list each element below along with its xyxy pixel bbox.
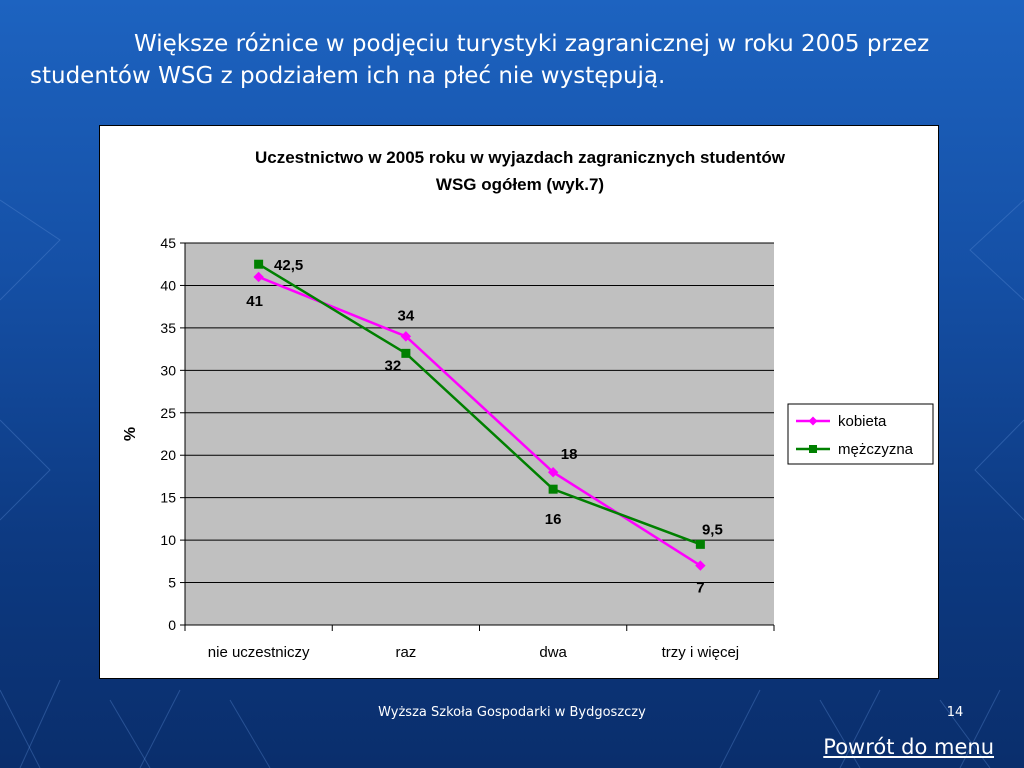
data-label-kobieta: 41 [246,293,263,310]
slide-headline: Większe różnice w podjęciu turystyki zag… [30,31,930,89]
x-tick-label: raz [395,644,416,661]
data-point-kobieta [400,331,412,342]
y-tick-label: 35 [160,320,176,336]
data-point-mezczyzna [401,348,411,358]
data-label-kobieta: 34 [398,307,415,324]
y-tick-label: 30 [160,362,176,378]
legend-label-mezczyzna: mężczyzna [838,441,914,458]
y-tick-label: 40 [160,277,176,293]
y-tick-label: 10 [160,532,176,548]
y-tick-label: 25 [160,405,176,421]
data-point-mezczyzna [254,259,264,269]
data-label-kobieta: 18 [561,446,578,463]
y-tick-label: 20 [160,447,176,463]
legend-marker-kobieta [808,416,818,426]
data-label-kobieta: 7 [696,580,704,597]
data-label-mezczyzna: 16 [545,511,562,528]
legend-box [787,403,934,465]
legend-marker-mezczyzna [809,445,817,453]
plot-area [185,243,774,625]
data-label-mezczyzna: 32 [385,357,402,374]
data-point-kobieta [547,466,559,478]
data-label-mezczyzna: 42,5 [274,257,303,274]
footer-institution: Wyższa Szkoła Gospodarki w Bydgoszczy [378,705,646,720]
y-tick-label: 0 [168,617,176,633]
series-line-kobieta [258,275,702,567]
x-tick-label: nie uczestniczy [208,644,310,661]
data-point-mezczyzna [695,539,705,549]
chart-title-line-2: WSG ogółem (wyk.7) [436,175,604,194]
data-point-kobieta [253,271,264,283]
legend-label-kobieta: kobieta [838,413,887,430]
y-axis-label: % [122,427,139,441]
data-label-mezczyzna: 9,5 [702,521,723,538]
y-tick-label: 45 [160,235,176,251]
slide-number: 14 [946,705,964,720]
y-tick-label: 15 [160,490,176,506]
back-to-menu-link[interactable]: Powrót do menu [823,735,994,759]
chart-panel: Uczestnictwo w 2005 roku w wyjazdach zag… [99,125,939,679]
series-line-mezczyzna [257,263,701,546]
x-tick-label: dwa [539,644,567,661]
data-point-mezczyzna [548,484,558,494]
y-tick-label: 5 [168,575,176,591]
line-chart: Uczestnictwo w 2005 roku w wyjazdach zag… [122,148,934,661]
x-tick-label: trzy i więcej [662,644,740,661]
data-point-kobieta [695,560,706,571]
chart-title-line-1: Uczestnictwo w 2005 roku w wyjazdach zag… [255,148,786,167]
